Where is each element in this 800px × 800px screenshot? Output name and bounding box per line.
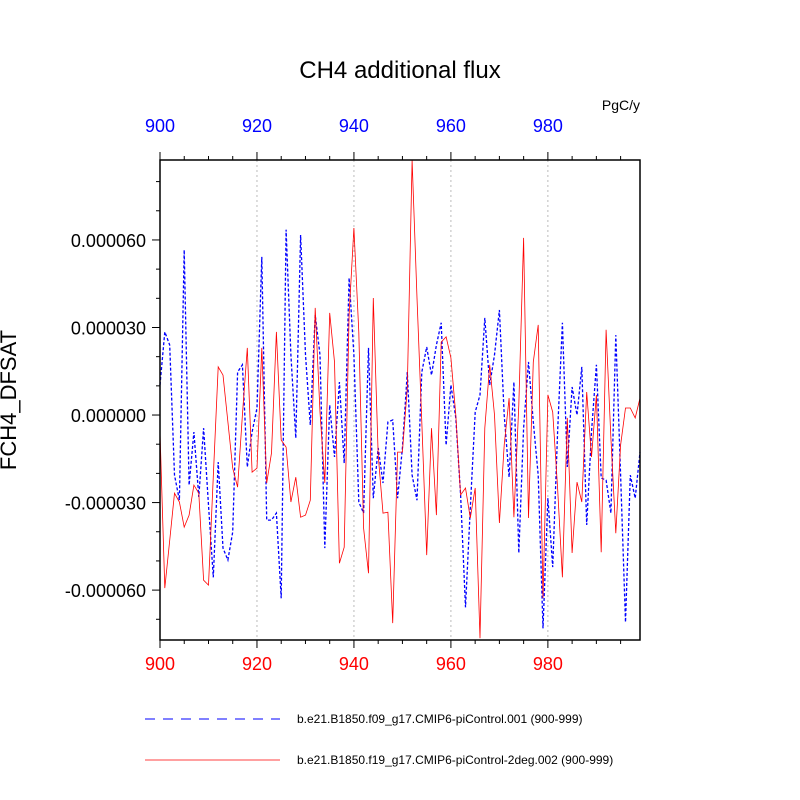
y-axis-label: FCH4_DFSAT [0, 330, 21, 470]
y-tick-label: -0.000030 [65, 494, 146, 514]
x-tick-label-bottom: 920 [242, 654, 272, 674]
legend: b.e21.B1850.f09_g17.CMIP6-piControl.001 … [145, 712, 613, 767]
x-tick-label-bottom: 980 [533, 654, 563, 674]
units-label: PgC/y [602, 97, 640, 113]
x-tick-label-top: 980 [533, 116, 563, 136]
series-line-blue [159, 229, 641, 629]
axis-ticks [152, 152, 622, 648]
grid [256, 160, 549, 640]
x-tick-label-top: 920 [242, 116, 272, 136]
plot-frame [159, 159, 641, 641]
x-tick-label-bottom: 960 [436, 654, 466, 674]
x-tick-label-top: 940 [339, 116, 369, 136]
x-tick-label-top: 900 [145, 116, 175, 136]
series-line-red [159, 159, 641, 639]
x-tick-label-bottom: 900 [145, 654, 175, 674]
y-tick-label: 0.000000 [71, 406, 146, 426]
y-tick-label: 0.000030 [71, 318, 146, 338]
chart-title: CH4 additional flux [299, 57, 500, 84]
series-lines [159, 159, 641, 639]
y-tick-label: -0.000060 [65, 581, 146, 601]
legend-label-blue: b.e21.B1850.f09_g17.CMIP6-piControl.001 … [297, 712, 583, 726]
legend-label-red: b.e21.B1850.f19_g17.CMIP6-piControl-2deg… [297, 753, 613, 767]
tick-labels: 900 900 920 920 940 940 960 960 980 980 0.000060 0.… [65, 116, 563, 674]
x-tick-label-bottom: 940 [339, 654, 369, 674]
y-tick-label: 0.000060 [71, 231, 146, 251]
x-tick-label-top: 960 [436, 116, 466, 136]
